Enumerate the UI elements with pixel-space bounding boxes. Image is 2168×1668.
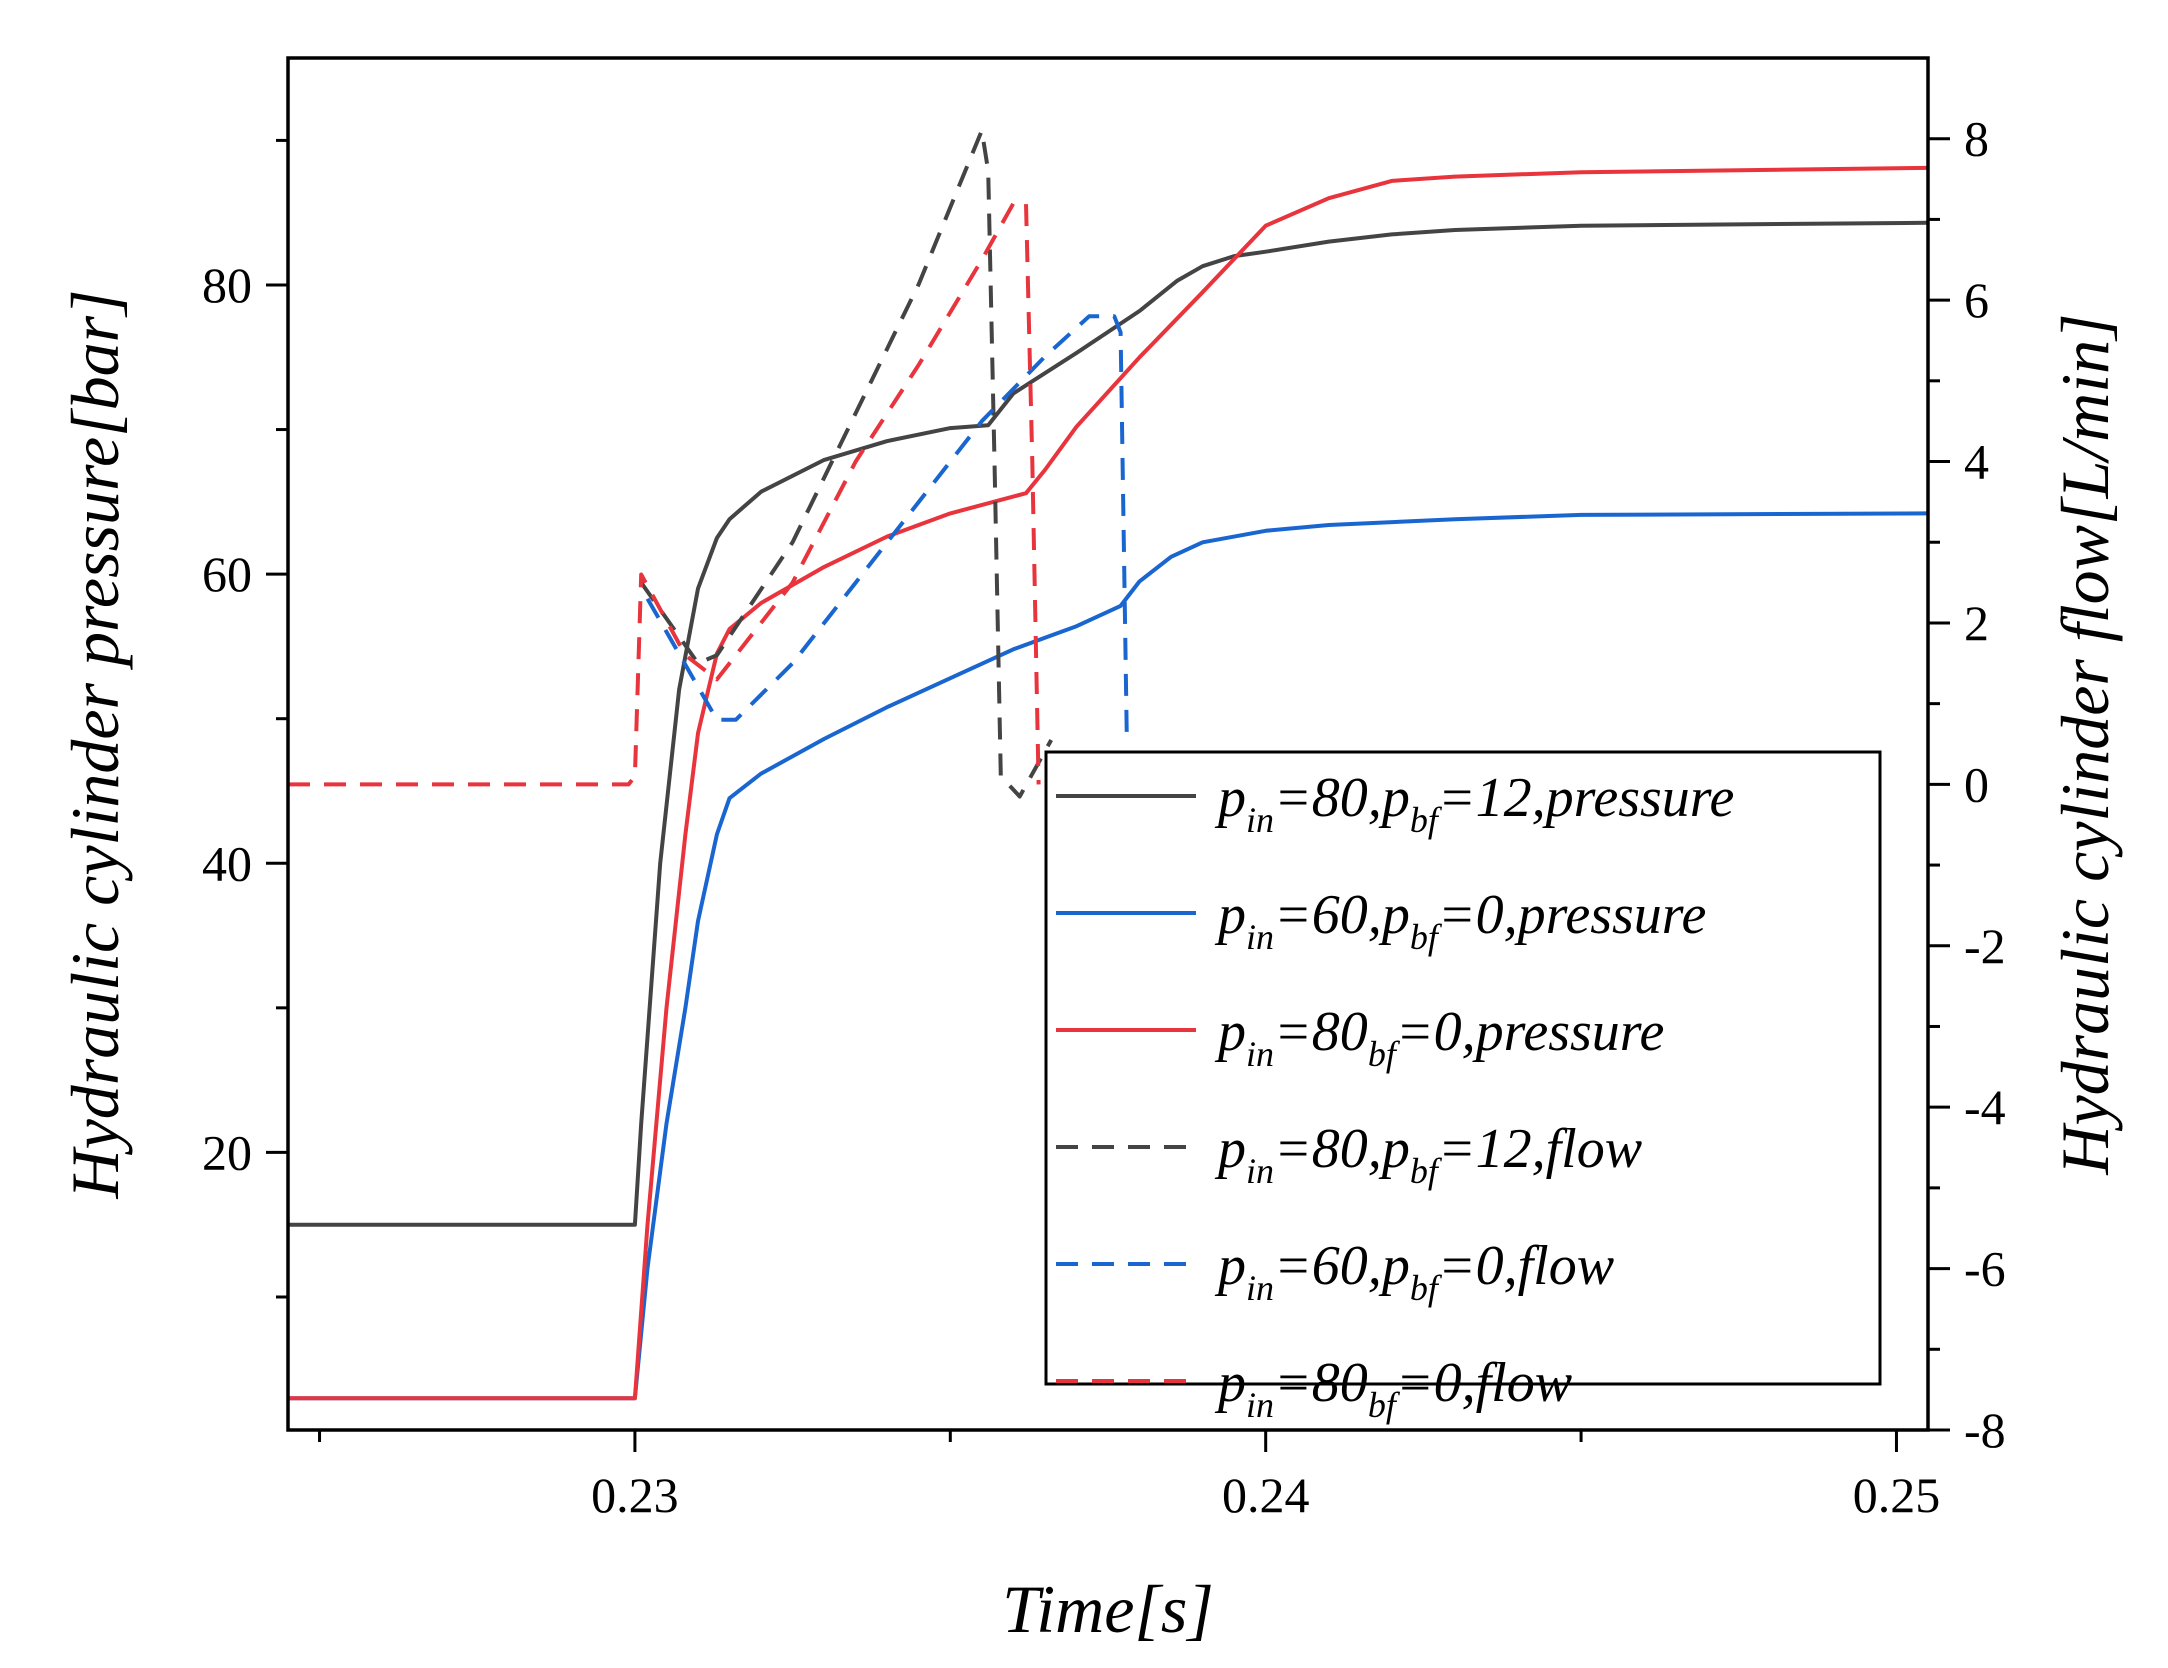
- y2-tick-label: 6: [1964, 272, 1989, 328]
- legend-subscript: bf: [1410, 800, 1443, 840]
- legend-item: pin=60,pbf=0,pressure: [1056, 884, 1706, 957]
- legend-text-part: p: [1214, 1235, 1246, 1297]
- legend-text-part: =60,: [1274, 884, 1382, 946]
- legend-subscript: bf: [1410, 1151, 1443, 1191]
- legend: pin=80,pbf=12,pressurepin=60,pbf=0,press…: [1044, 750, 1882, 1425]
- series-layer: [288, 128, 1928, 1401]
- legend-text-part: p: [1378, 767, 1410, 829]
- legend-text-part: =12,pressure: [1438, 767, 1735, 829]
- legend-label: pin=60,pbf=0,pressure: [1214, 884, 1706, 957]
- legend-box: [1044, 750, 1882, 1386]
- series-line-1-pressure: [288, 220, 1928, 1227]
- legend-text-part: =80: [1274, 1352, 1368, 1414]
- legend-label: pin=60,pbf=0,flow: [1214, 1235, 1614, 1308]
- legend-text-part: =12,flow: [1438, 1118, 1642, 1180]
- y2-tick-label: -8: [1964, 1402, 2006, 1458]
- legend-items: pin=80,pbf=12,pressurepin=60,pbf=0,press…: [1056, 767, 1734, 1425]
- legend-text-part: p: [1378, 1235, 1410, 1297]
- legend-text-part: =80,: [1274, 1118, 1382, 1180]
- y2-tick-label: 8: [1964, 111, 1989, 167]
- legend-subscript: in: [1246, 917, 1274, 957]
- y-axis-right-ticks: -8 -6 -4 -2 0 2 4 6 8: [1928, 111, 2006, 1458]
- legend-subscript: bf: [1410, 917, 1443, 957]
- x-tick-label: 0.23: [591, 1467, 679, 1523]
- y-tick-label: 80: [202, 257, 252, 313]
- x-tick-label: 0.25: [1853, 1467, 1941, 1523]
- series-line-5-flow: [645, 314, 1129, 745]
- legend-subscript: in: [1246, 1034, 1274, 1074]
- legend-text-part: =80: [1274, 1001, 1368, 1063]
- series-line-6-flow: [288, 201, 1041, 787]
- legend-subscript: in: [1246, 1385, 1274, 1425]
- legend-text-part: p: [1214, 884, 1246, 946]
- plot-frame: [286, 56, 1930, 1432]
- legend-text-part: =60,: [1274, 1235, 1382, 1297]
- y-tick-label: 20: [202, 1124, 252, 1180]
- series-line-4-flow: [639, 128, 1053, 799]
- y-axis-right-title: Hydraulic cylinder flow[L/min]: [2047, 313, 2123, 1175]
- legend-label: pin=80bf=0,pressure: [1214, 1001, 1664, 1074]
- legend-subscript: bf: [1368, 1385, 1401, 1425]
- legend-text-part: p: [1378, 1118, 1410, 1180]
- legend-text-part: p: [1378, 884, 1410, 946]
- y2-tick-label: 0: [1964, 756, 1989, 812]
- y2-tick-label: 2: [1964, 595, 1989, 651]
- legend-subscript: in: [1246, 1151, 1274, 1191]
- x-tick-label: 0.24: [1222, 1467, 1310, 1523]
- legend-item: pin=80bf=0,pressure: [1056, 1001, 1664, 1074]
- legend-text-part: p: [1214, 1352, 1246, 1414]
- y2-tick-label: 4: [1964, 434, 1989, 490]
- legend-text-part: =0,flow: [1396, 1352, 1572, 1414]
- legend-text-part: =0,flow: [1438, 1235, 1614, 1297]
- legend-item: pin=60,pbf=0,flow: [1056, 1235, 1614, 1308]
- legend-text-part: p: [1214, 1001, 1246, 1063]
- series-line-3-pressure: [288, 165, 1928, 1401]
- legend-subscript: bf: [1410, 1268, 1443, 1308]
- y2-tick-label: -6: [1964, 1241, 2006, 1297]
- legend-label: pin=80,pbf=12,flow: [1214, 1118, 1642, 1191]
- legend-text-part: =0,pressure: [1438, 884, 1707, 946]
- legend-item: pin=80,pbf=12,pressure: [1056, 767, 1734, 840]
- x-axis-title: Time[s]: [1002, 1571, 1214, 1647]
- legend-subscript: in: [1246, 1268, 1274, 1308]
- legend-text-part: p: [1214, 1118, 1246, 1180]
- legend-label: pin=80bf=0,flow: [1214, 1352, 1572, 1425]
- y-tick-label: 60: [202, 546, 252, 602]
- legend-text-part: =80,: [1274, 767, 1382, 829]
- legend-text-part: =0,pressure: [1396, 1001, 1665, 1063]
- y-axis-left-title: Hydraulic cylinder pressure[bar]: [57, 289, 133, 1199]
- legend-item: pin=80,pbf=12,flow: [1056, 1118, 1642, 1191]
- legend-subscript: bf: [1368, 1034, 1401, 1074]
- y2-tick-label: -2: [1964, 918, 2006, 974]
- x-axis-ticks: 0.23 0.24 0.25: [318, 1430, 1941, 1523]
- legend-label: pin=80,pbf=12,pressure: [1214, 767, 1734, 840]
- y2-tick-label: -4: [1964, 1079, 2006, 1135]
- y-axis-left-ticks: 20 40 60 80: [202, 138, 288, 1299]
- legend-subscript: in: [1246, 800, 1274, 840]
- y-tick-label: 40: [202, 835, 252, 891]
- legend-item: pin=80bf=0,flow: [1056, 1352, 1572, 1425]
- series-line-2-pressure: [288, 511, 1928, 1401]
- legend-text-part: p: [1214, 767, 1246, 829]
